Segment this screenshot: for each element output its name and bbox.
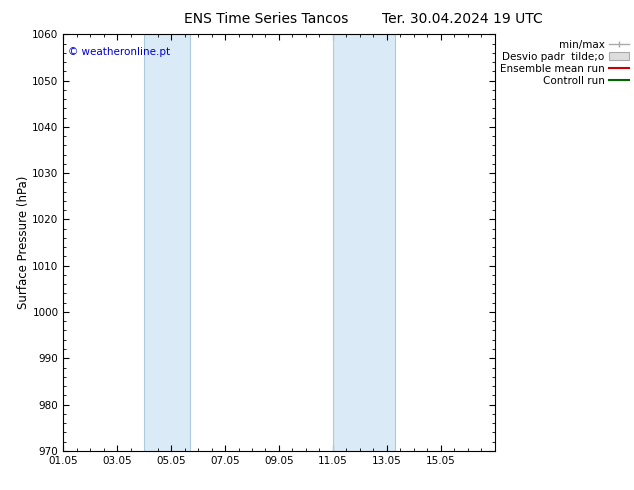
Legend: min/max, Desvio padr  tilde;o, Ensemble mean run, Controll run: min/max, Desvio padr tilde;o, Ensemble m… (500, 40, 630, 86)
Text: Ter. 30.04.2024 19 UTC: Ter. 30.04.2024 19 UTC (382, 12, 543, 26)
Bar (145, 34, 190, 451)
Text: © weatheronline.pt: © weatheronline.pt (68, 47, 170, 57)
Bar (333, 34, 395, 451)
Text: ENS Time Series Tancos: ENS Time Series Tancos (184, 12, 349, 26)
Y-axis label: Surface Pressure (hPa): Surface Pressure (hPa) (16, 176, 30, 309)
